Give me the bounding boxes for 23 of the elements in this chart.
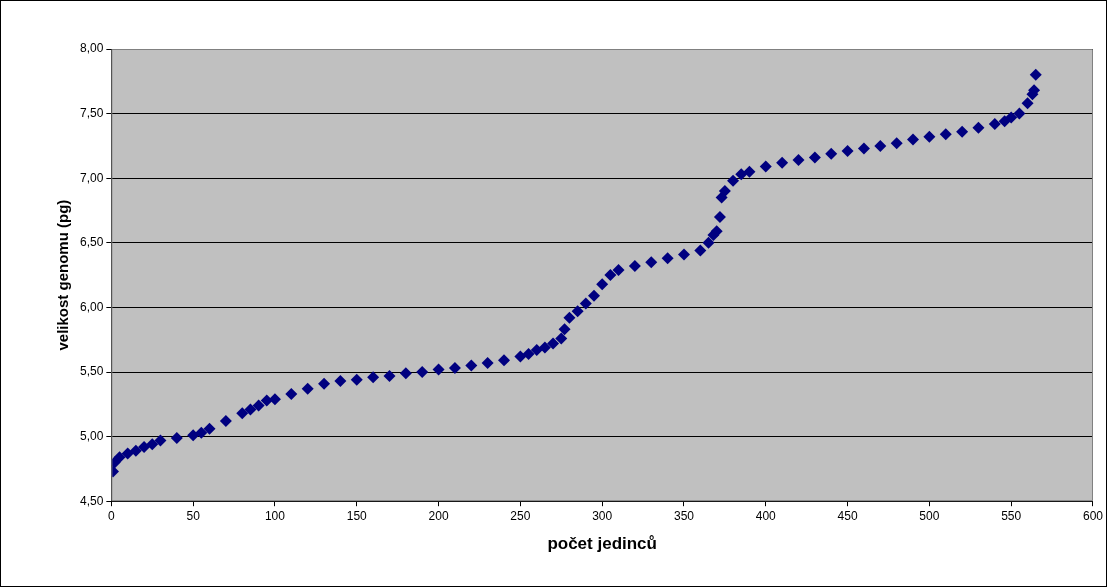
y-tick-label: 7,50	[80, 105, 104, 120]
y-tick-label: 8,00	[80, 41, 104, 56]
y-tick-label: 6,00	[80, 299, 104, 314]
x-tick-label: 200	[428, 508, 449, 523]
x-tick-label: 550	[1001, 508, 1022, 523]
y-tick-label: 5,00	[80, 428, 104, 443]
x-tick-label: 250	[510, 508, 531, 523]
x-tick-label: 600	[1082, 508, 1104, 523]
y-axis-title: velikost genomu (pg)	[54, 199, 72, 351]
x-tick-label: 450	[837, 508, 858, 523]
x-tick-label: 150	[346, 508, 368, 523]
y-tick-label: 5,50	[80, 364, 104, 379]
x-tick-label: 500	[919, 508, 940, 523]
x-tick-label: 100	[264, 508, 286, 523]
x-tick-label: 400	[755, 508, 777, 523]
y-tick-label: 6,50	[80, 235, 104, 250]
x-tick-label: 50	[186, 508, 201, 523]
x-tick-label: 300	[592, 508, 613, 523]
x-axis-title: počet jedinců	[547, 534, 657, 554]
y-tick-label: 7,00	[80, 170, 104, 185]
x-tick-label: 0	[108, 508, 116, 523]
y-tick-label: 4,50	[80, 493, 104, 508]
x-tick-label: 350	[673, 508, 695, 523]
